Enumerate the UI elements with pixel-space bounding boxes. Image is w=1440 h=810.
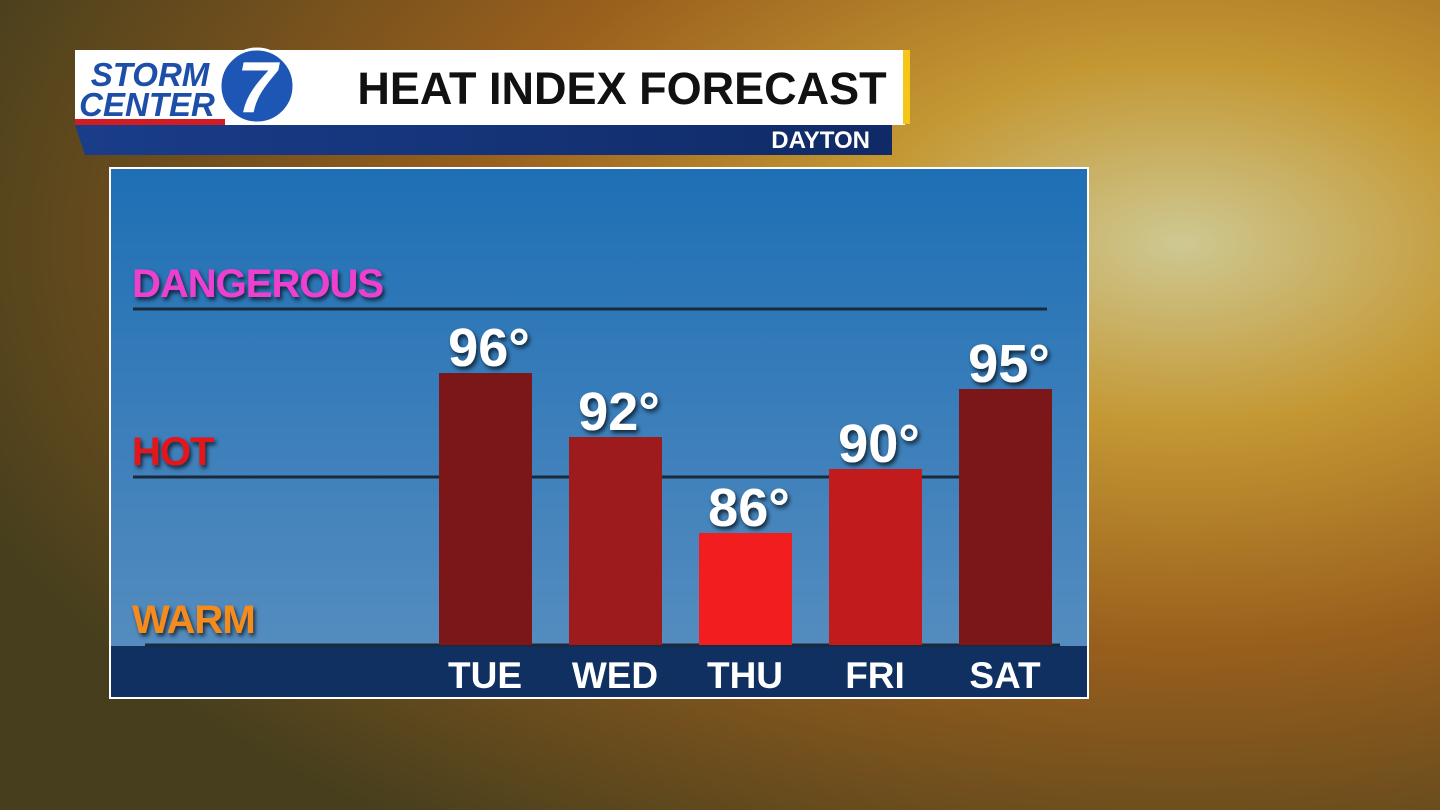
- subheader-bar: [75, 125, 892, 155]
- x-tick-label: THU: [707, 655, 783, 696]
- level-label: WARM: [132, 598, 255, 642]
- level-label: HOT: [132, 430, 214, 474]
- logo-bottom: CENTER: [79, 86, 215, 123]
- value-label: 90°: [838, 414, 920, 474]
- bar: [699, 533, 792, 645]
- x-tick-label: WED: [572, 655, 658, 696]
- value-label: 95°: [968, 334, 1050, 394]
- category-band: [111, 646, 1087, 697]
- bar: [829, 469, 922, 645]
- logo-stripe: [75, 119, 225, 125]
- logo-circle: [218, 47, 296, 125]
- x-tick-label: TUE: [448, 655, 522, 696]
- chart-title: HEAT INDEX FORECAST: [357, 63, 886, 114]
- level-label: DANGEROUS: [132, 262, 383, 306]
- plot: DANGEROUS HOT WARM TUE 96° WED 92° THU 86° FRI 90°…: [132, 262, 1060, 696]
- header-accent: [903, 50, 910, 124]
- logo-number: 7: [237, 48, 280, 128]
- bar: [959, 389, 1052, 645]
- bar: [439, 373, 532, 645]
- value-label: 92°: [578, 382, 660, 442]
- x-tick-label: FRI: [845, 655, 905, 696]
- chart-subtitle: DAYTON: [771, 127, 870, 154]
- header-bar: [75, 50, 905, 125]
- value-label: 96°: [448, 318, 530, 378]
- logo-top: STORM: [91, 56, 211, 93]
- value-label: 86°: [708, 478, 790, 538]
- bar: [569, 437, 662, 645]
- x-tick-label: SAT: [969, 655, 1041, 696]
